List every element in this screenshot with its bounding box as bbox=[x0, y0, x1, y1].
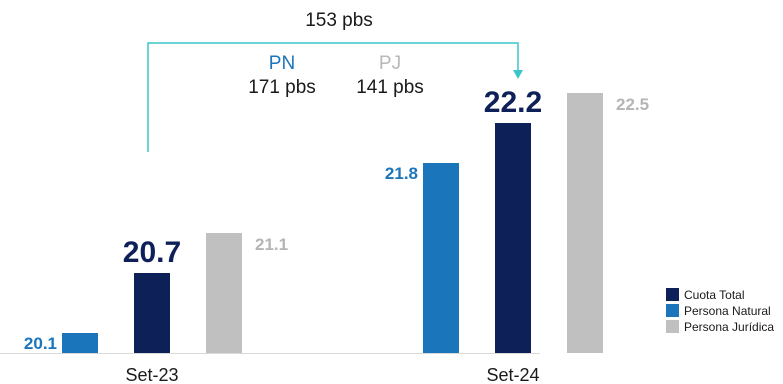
data-label-natural-set-24: 21.8 bbox=[385, 164, 418, 183]
category-label-set-24: Set-24 bbox=[486, 365, 539, 384]
pj-change-text: 141 pbs bbox=[356, 77, 424, 98]
legend-swatch bbox=[666, 288, 679, 301]
data-labels-group: 20.1 20.7 21.1 21.8 22.2 22.5 bbox=[24, 86, 649, 353]
arrow-head bbox=[513, 70, 523, 79]
legend-label: Persona Natural bbox=[684, 304, 771, 318]
pj-label: PJ bbox=[379, 53, 401, 74]
legend-label: Persona Jurídica bbox=[684, 320, 774, 334]
bar-juridica-set-23 bbox=[206, 233, 242, 353]
legend-swatch bbox=[666, 304, 679, 317]
bar-total-set-24 bbox=[495, 123, 531, 353]
data-label-juridica-set-23: 21.1 bbox=[255, 235, 288, 254]
legend-swatch bbox=[666, 320, 679, 333]
change-annotation: 153 pbs PN 171 pbs PJ 141 pbs bbox=[147, 10, 523, 152]
category-labels-group: Set-23 Set-24 bbox=[125, 365, 539, 384]
bar-juridica-set-24 bbox=[567, 93, 603, 353]
change-arrow bbox=[147, 42, 519, 152]
total-change-text: 153 pbs bbox=[305, 10, 373, 31]
legend-label: Cuota Total bbox=[684, 288, 745, 302]
legend: Cuota Total Persona Natural Persona Jurídi… bbox=[666, 288, 774, 334]
pn-label: PN bbox=[269, 53, 295, 74]
data-label-juridica-set-24: 22.5 bbox=[616, 95, 649, 114]
bar-total-set-23 bbox=[134, 273, 170, 353]
pn-change-text: 171 pbs bbox=[248, 77, 316, 98]
data-label-total-set-23: 20.7 bbox=[123, 236, 181, 269]
data-label-natural-set-23: 20.1 bbox=[24, 334, 57, 353]
category-label-set-23: Set-23 bbox=[125, 365, 178, 384]
data-label-total-set-24: 22.2 bbox=[484, 86, 542, 119]
bar-natural-set-24 bbox=[423, 163, 459, 353]
bar-natural-set-23 bbox=[62, 333, 98, 353]
bars-group bbox=[62, 93, 603, 353]
